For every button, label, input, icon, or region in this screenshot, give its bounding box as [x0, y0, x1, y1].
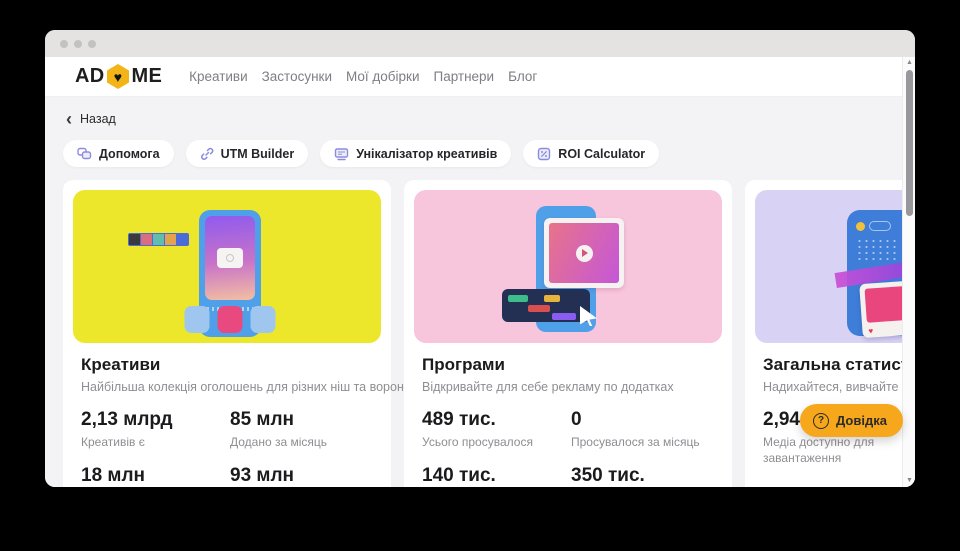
- card-subtitle: Надихайтеся, вивчайте та а: [763, 380, 915, 394]
- timeline-graphic: [502, 289, 590, 322]
- scrollbar-thumb[interactable]: [905, 70, 913, 216]
- question-circle-icon: ?: [813, 412, 829, 429]
- logo-text-suffix: ME: [131, 65, 163, 87]
- chat-bubbles-icon: [77, 147, 92, 159]
- stat: 140 тис.: [422, 465, 565, 487]
- help-button[interactable]: ? Довідка: [800, 404, 903, 437]
- stat-value: 350 тис.: [571, 465, 645, 487]
- card-stats: 489 тис. Усього просувалося 0 Просувалос…: [422, 409, 714, 487]
- stat: 350 тис.: [571, 465, 714, 487]
- monitor-icon: [335, 147, 349, 160]
- card-title: Загальна статисти: [763, 355, 915, 374]
- help-button-label: Довідка: [836, 413, 887, 428]
- stat: 85 млн Додано за місяць: [230, 409, 373, 450]
- nav-item-collections[interactable]: Мої добірки: [346, 69, 420, 84]
- window-control-dot[interactable]: [74, 39, 82, 48]
- chip-help[interactable]: Допомога: [63, 140, 174, 167]
- play-icon: [575, 244, 593, 262]
- stat-label: Додано за місяць: [230, 435, 328, 449]
- vertical-scrollbar[interactable]: ▲ ▼: [902, 57, 915, 487]
- card-programs[interactable]: Програми Відкривайте для себе рекламу по…: [404, 180, 732, 487]
- stat-value: 140 тис.: [422, 465, 496, 487]
- stats-media-illustration: ♥: [755, 190, 915, 343]
- chip-creative-uniquifier[interactable]: Унікалізатор креативів: [320, 140, 512, 167]
- stat-value: 93 млн: [230, 465, 295, 487]
- link-icon: [200, 147, 213, 160]
- stat: 2,13 млрд Креативів є: [81, 409, 224, 450]
- stat-value: 85 млн: [230, 409, 295, 430]
- stat-label: Просувалося за місяць: [571, 435, 700, 449]
- chip-utm-builder[interactable]: UTM Builder: [185, 140, 309, 167]
- stat-label: Креативів є: [81, 435, 145, 449]
- card-title: Креативи: [81, 355, 161, 374]
- main-nav: Креативи Застосунки Мої добірки Партнери…: [189, 69, 537, 84]
- chip-label: Унікалізатор креативів: [356, 146, 498, 161]
- nav-item-creatives[interactable]: Креативи: [189, 69, 248, 84]
- color-palette-graphic: [128, 233, 189, 246]
- tools-chip-row: Допомога UTM Builder: [63, 140, 897, 167]
- heart-hexagon-icon: ♥: [107, 64, 129, 89]
- camera-icon: [217, 248, 243, 268]
- back-label: Назад: [80, 112, 116, 126]
- chip-roi-calculator[interactable]: ROI Calculator: [523, 140, 660, 167]
- scroll-up-icon[interactable]: ▲: [906, 59, 913, 66]
- stat-value: 18 млн: [81, 465, 146, 487]
- stat-value: 489 тис.: [422, 409, 496, 430]
- adme-logo[interactable]: AD ♥ ME: [75, 64, 162, 89]
- card-stats: 2,13 млрд Креативів є 85 млн Додано за м…: [81, 409, 373, 487]
- creatives-phone-illustration: [73, 190, 381, 343]
- video-player-graphic: [544, 218, 624, 288]
- video-apps-illustration: [414, 190, 722, 343]
- stat: 0 Просувалося за місяць: [571, 409, 714, 450]
- nav-item-apps[interactable]: Застосунки: [261, 69, 332, 84]
- calculator-icon: [538, 147, 551, 160]
- stat: 18 млн: [81, 465, 224, 487]
- card-general-statistics[interactable]: ♥ Загальна статисти Надихайтеся, вивчайт…: [745, 180, 915, 487]
- nav-item-partners[interactable]: Партнери: [433, 69, 495, 84]
- chip-label: UTM Builder: [220, 146, 295, 161]
- card-creatives[interactable]: Креативи Найбільша колекція оголошень дл…: [63, 180, 417, 487]
- card-subtitle: Відкривайте для себе рекламу по додатках: [422, 380, 674, 394]
- category-cards-row: Креативи Найбільша колекція оголошень дл…: [63, 180, 915, 487]
- stat: 489 тис. Усього просувалося: [422, 409, 565, 450]
- window-control-dot[interactable]: [88, 39, 96, 48]
- phone-graphic: [184, 210, 276, 337]
- app-window: AD ♥ ME Креативи Застосунки Мої добірки …: [45, 30, 915, 487]
- card-title: Програми: [422, 355, 505, 374]
- window-titlebar: [45, 30, 915, 57]
- stat: 93 млн: [230, 465, 373, 487]
- nav-item-blog[interactable]: Блог: [508, 69, 538, 84]
- stat-value: 0: [571, 409, 582, 430]
- chip-label: ROI Calculator: [558, 146, 646, 161]
- stat-value: 2,13 млрд: [81, 409, 173, 430]
- logo-text-prefix: AD: [75, 65, 105, 87]
- app-body: ‹ Назад Допомога UTM: [45, 97, 915, 487]
- app-header: AD ♥ ME Креативи Застосунки Мої добірки …: [45, 57, 915, 97]
- window-control-dot[interactable]: [60, 39, 68, 48]
- scroll-down-icon[interactable]: ▼: [906, 477, 913, 484]
- back-button[interactable]: ‹ Назад: [63, 109, 133, 129]
- stat-label: Усього просувалося: [422, 435, 533, 449]
- chevron-left-icon: ‹: [66, 109, 72, 129]
- stat-label: Медіа доступно для завантаження: [763, 435, 875, 466]
- toggle-graphic: [856, 221, 891, 231]
- card-subtitle: Найбільша колекція оголошень для різних …: [81, 380, 417, 394]
- chip-label: Допомога: [99, 146, 160, 161]
